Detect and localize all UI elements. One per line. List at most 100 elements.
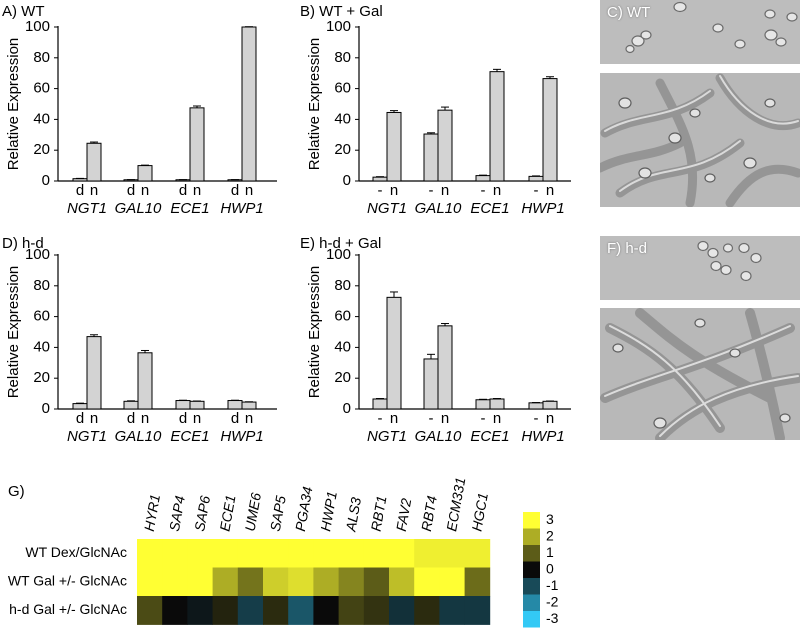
micrograph-wt-hyphae — [600, 73, 800, 207]
category-label-a: GAL10 — [115, 200, 162, 217]
bar-label-d: n — [193, 410, 201, 427]
panel-label-g: G) — [8, 483, 25, 500]
bar-label-e: - — [481, 410, 486, 427]
category-label-b: HWP1 — [521, 200, 564, 217]
heatmap-cell — [288, 596, 314, 625]
heatmap-cell — [162, 567, 188, 597]
bar-label-a: n — [90, 182, 98, 199]
heatmap-cell — [263, 596, 289, 625]
heatmap-column-label: HYR1 — [141, 493, 163, 533]
panel-label-a: A) WT — [2, 3, 45, 20]
heatmap-cell — [137, 596, 163, 625]
bar-d — [175, 400, 191, 410]
heatmap-row-label: h-d Gal +/- GlcNAc — [9, 601, 127, 617]
heatmap-column-label: SAP5 — [267, 494, 289, 532]
bar-e — [528, 402, 544, 410]
y-tick-label-a: 0 — [42, 172, 50, 189]
y-tick-label-d: 60 — [33, 308, 50, 325]
y-tick-label-d: 20 — [33, 369, 50, 386]
heatmap-cell — [338, 539, 365, 568]
heatmap-cell — [414, 567, 440, 597]
category-label-d: ECE1 — [170, 428, 209, 445]
micrograph-hd-hyphae — [600, 308, 800, 440]
y-tick-label-e: 100 — [326, 246, 351, 263]
y-tick-label-d: 40 — [33, 338, 50, 355]
scale-label: 3 — [546, 511, 554, 527]
bar-e — [423, 358, 439, 410]
bar-b — [386, 111, 402, 182]
category-label-d: HWP1 — [220, 428, 263, 445]
bar-label-d: n — [245, 410, 253, 427]
bar-b — [437, 109, 453, 182]
scale-label: 1 — [546, 544, 554, 560]
panel-label-d: D) h-d — [2, 235, 44, 252]
bar-e — [475, 399, 491, 410]
bar-e — [542, 400, 558, 410]
bar-e — [489, 398, 505, 410]
heatmap-cell — [237, 567, 264, 597]
scale-swatch — [523, 611, 540, 628]
heatmap-cell — [313, 596, 339, 625]
heatmap-cell — [464, 539, 491, 568]
category-label-b: ECE1 — [470, 200, 509, 217]
y-tick-label-a: 40 — [33, 110, 50, 127]
bar-label-a: n — [193, 182, 201, 199]
bar-label-e: - — [378, 410, 383, 427]
scale-label: 2 — [546, 527, 554, 543]
heatmap-cell — [414, 596, 440, 625]
category-label-b: NGT1 — [367, 200, 407, 217]
bar-label-a: d — [76, 182, 84, 199]
heatmap-cell — [212, 567, 239, 597]
bar-a — [137, 165, 153, 182]
bar-label-b: - — [534, 182, 539, 199]
bar-b — [475, 175, 491, 182]
bar-e — [437, 325, 453, 410]
heatmap-cell — [137, 567, 163, 597]
y-tick-label-b: 20 — [334, 141, 351, 158]
category-label-e: GAL10 — [415, 428, 462, 445]
micrograph-wt-yeast: C) WT — [600, 0, 800, 64]
bar-label-e: - — [429, 410, 434, 427]
bar-label-a: d — [231, 182, 239, 199]
heatmap-cell — [439, 539, 465, 568]
y-tick-label-e: 60 — [334, 308, 351, 325]
heatmap-column-label: PGA34 — [292, 485, 316, 532]
y-axis-label-b: Relative Expression — [306, 38, 323, 171]
bar-label-e: - — [534, 410, 539, 427]
heatmap-cell — [363, 539, 390, 568]
y-tick-label-b: 80 — [334, 49, 351, 66]
y-axis-label-e: Relative Expression — [306, 266, 323, 399]
y-tick-label-a: 20 — [33, 141, 50, 158]
bar-label-e: n — [546, 410, 554, 427]
bar-e — [372, 398, 388, 410]
panel-label-b: B) WT + Gal — [300, 3, 383, 20]
bar-a — [189, 107, 205, 182]
heatmap-cell — [187, 596, 213, 625]
bar-a — [241, 26, 257, 182]
heatmap-cell — [162, 539, 188, 568]
scale-label: -2 — [546, 593, 559, 609]
micrograph-hd-yeast: F) h-d — [600, 236, 800, 300]
category-label-e: HWP1 — [521, 428, 564, 445]
panel-label-f: F) h-d — [607, 240, 648, 257]
scale-swatch — [523, 512, 540, 529]
heatmap-cell — [162, 596, 188, 625]
bar-b — [528, 175, 544, 182]
bar-label-b: - — [481, 182, 486, 199]
category-label-e: ECE1 — [470, 428, 509, 445]
heatmap-column-label: ALS3 — [342, 496, 364, 534]
y-tick-label-a: 100 — [25, 18, 50, 35]
category-label-a: HWP1 — [220, 200, 263, 217]
heatmap-column-label: HGC1 — [468, 491, 491, 532]
bar-d — [72, 403, 88, 410]
bar-b — [423, 133, 439, 182]
category-label-a: NGT1 — [67, 200, 107, 217]
heatmap-cell — [464, 596, 491, 625]
heatmap-cell — [414, 539, 440, 568]
scale-swatch — [523, 561, 540, 578]
heatmap-cell — [464, 567, 491, 597]
heatmap-cell — [389, 567, 415, 597]
heatmap-cell — [313, 539, 339, 568]
bar-label-d: d — [179, 410, 187, 427]
